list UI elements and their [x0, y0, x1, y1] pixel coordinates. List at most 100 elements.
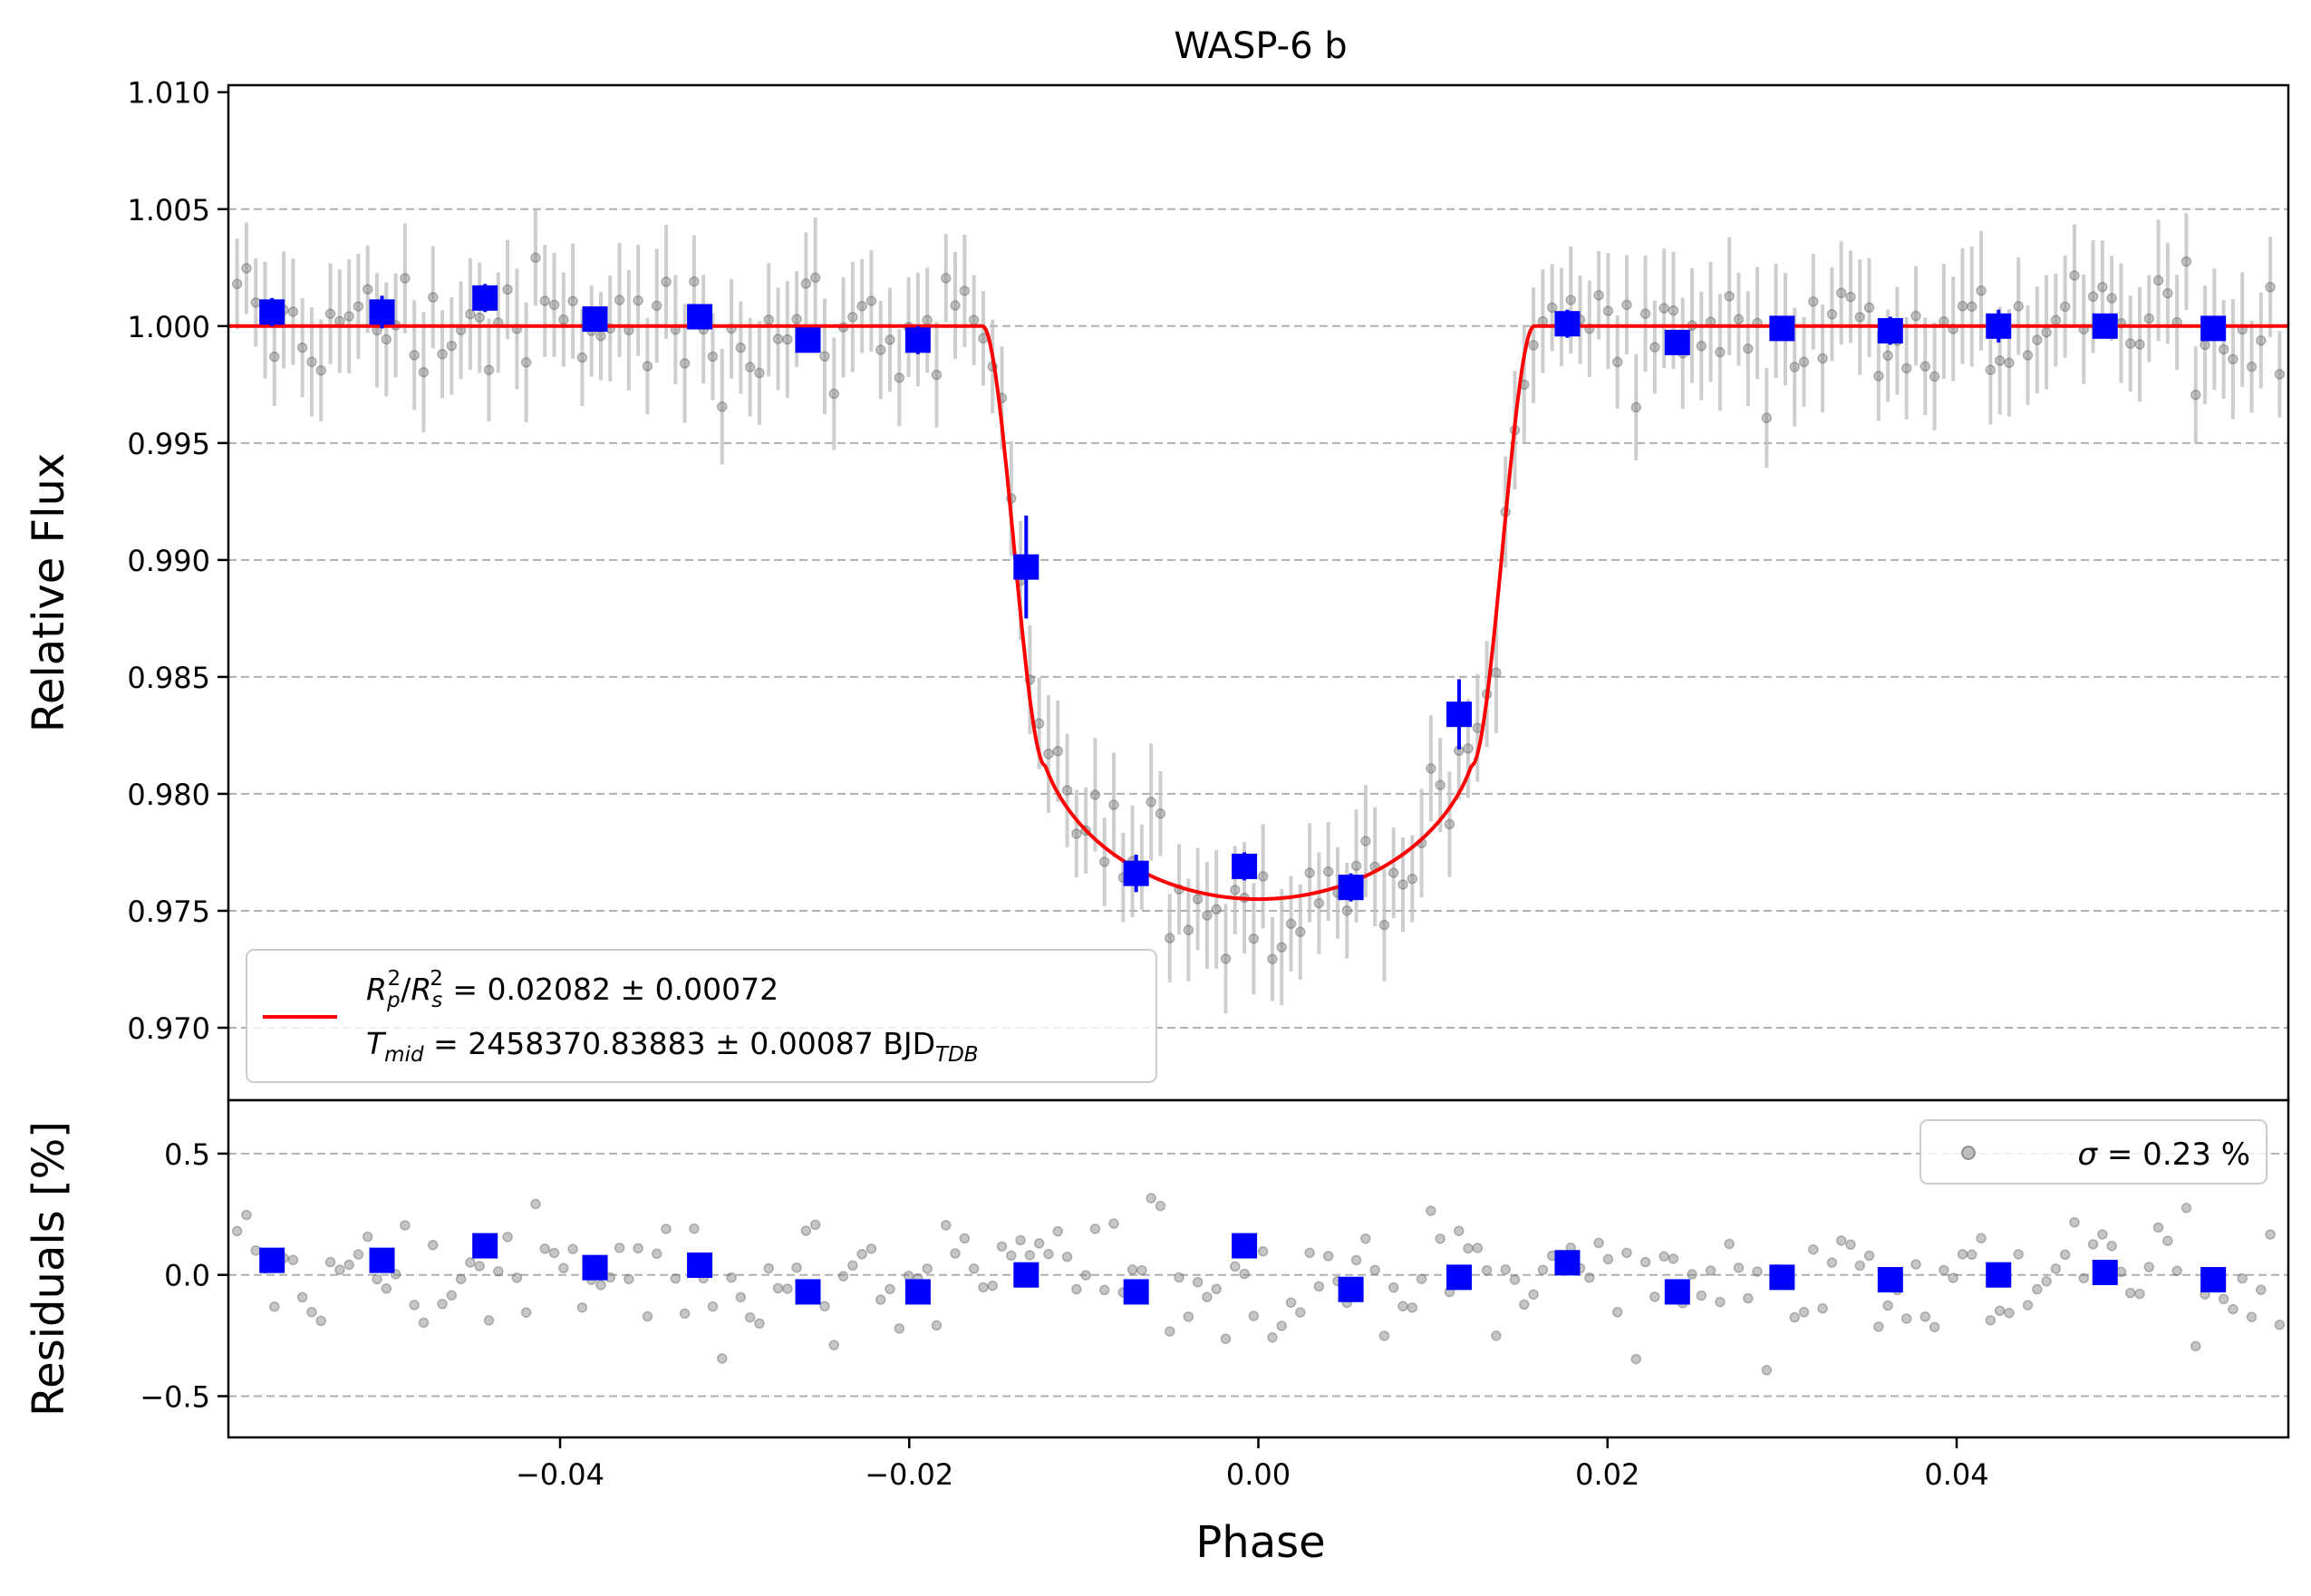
residual-point: [679, 1308, 691, 1320]
raw-point: [2274, 369, 2286, 380]
raw-point: [1071, 828, 1082, 839]
residual-point: [1043, 1248, 1054, 1260]
residual-point: [455, 1273, 467, 1285]
light-curve-y-tick-label: 0.985: [127, 661, 210, 695]
raw-point: [548, 299, 560, 311]
x-tick-label: −0.02: [865, 1457, 953, 1492]
residual-point: [1024, 1250, 1036, 1261]
residual-point: [1155, 1200, 1166, 1212]
residual-point: [1882, 1300, 1893, 1311]
raw-point: [567, 295, 578, 307]
residual-point: [362, 1231, 373, 1243]
residual-point: [1202, 1291, 1213, 1302]
raw-point: [1546, 302, 1558, 314]
residual-point: [2087, 1239, 2099, 1250]
residual-point: [1639, 1256, 1651, 1268]
residual-point: [1322, 1251, 1334, 1262]
sigma-value: = 0.23 %: [2097, 1137, 2250, 1173]
legend-rs-sub: s: [431, 989, 442, 1012]
x-axis-ticks: −0.04 −0.02 0.00 0.02 0.04: [516, 1437, 1989, 1492]
residual-point: [837, 1271, 849, 1282]
raw-point: [1668, 305, 1679, 316]
raw-point: [707, 351, 719, 363]
raw-point: [1630, 401, 1642, 413]
residual-point: [1752, 1266, 1763, 1277]
raw-point: [1043, 749, 1054, 759]
residual-point: [539, 1243, 550, 1254]
light-curve-plot-area: [228, 85, 2288, 1100]
raw-point: [1192, 894, 1204, 904]
raw-point: [782, 334, 793, 345]
raw-point: [1743, 343, 1754, 354]
residual-point: [1900, 1313, 1912, 1324]
residual-point: [520, 1307, 532, 1318]
residual-point: [968, 1263, 980, 1274]
binned-point: [1664, 329, 1690, 355]
residual-point: [2078, 1272, 2090, 1284]
residual-point: [2050, 1263, 2062, 1274]
residual-point: [2228, 1303, 2238, 1315]
residual-point: [1929, 1321, 1940, 1333]
raw-point: [809, 272, 821, 284]
residual-point: [493, 1266, 504, 1277]
residual-point: [2041, 1276, 2052, 1287]
residual-point: [437, 1299, 448, 1310]
raw-point: [1696, 341, 1707, 352]
raw-point: [1211, 904, 1222, 915]
light-curve-y-tick-label: 0.995: [127, 427, 210, 461]
raw-point: [231, 278, 243, 290]
residual-point: [2106, 1241, 2117, 1252]
residual-point: [1183, 1311, 1194, 1322]
residual-point: [1239, 1268, 1250, 1280]
x-tick-label: 0.00: [1226, 1457, 1291, 1492]
binned-point: [472, 285, 498, 311]
legend-rp-rs-value: = 0.02082 ± 0.00072: [443, 972, 778, 1007]
residual-point: [1967, 1249, 1977, 1261]
residual-point: [2218, 1293, 2229, 1305]
raw-point: [1621, 299, 1632, 311]
raw-point: [1976, 285, 1987, 296]
residual-point: [1817, 1302, 1828, 1314]
raw-point: [1639, 308, 1651, 319]
raw-point: [1985, 364, 1997, 375]
raw-point: [1360, 836, 1371, 846]
raw-point: [754, 367, 765, 379]
residuals-legend-box: [1919, 1119, 2267, 1185]
residual-point: [2162, 1235, 2173, 1246]
residual-point: [856, 1249, 867, 1260]
residual-point: [1285, 1297, 1297, 1308]
raw-point: [595, 330, 606, 342]
raw-point: [558, 314, 569, 325]
residual-point: [2069, 1217, 2080, 1228]
raw-point: [1435, 779, 1446, 790]
residual-point: [502, 1232, 513, 1243]
raw-point: [2228, 353, 2238, 365]
residual-point: [2265, 1229, 2276, 1240]
residual-point: [950, 1248, 961, 1259]
raw-point: [2246, 361, 2258, 372]
raw-point: [2013, 301, 2024, 312]
raw-point: [2059, 301, 2071, 313]
residual-point: [2013, 1249, 2024, 1260]
residual-point: [2004, 1307, 2015, 1319]
residual-point: [231, 1225, 243, 1237]
residual-point: [1136, 1264, 1147, 1276]
residual-point: [2143, 1262, 2155, 1272]
raw-point: [1108, 799, 1119, 810]
raw-point: [2050, 314, 2062, 326]
raw-point: [875, 344, 886, 355]
raw-point: [1220, 953, 1232, 964]
binned-residual-point: [904, 1279, 931, 1305]
raw-point: [847, 312, 858, 323]
raw-point: [1230, 885, 1241, 895]
residual-point: [1761, 1365, 1773, 1376]
residual-point: [875, 1294, 886, 1305]
residual-point: [287, 1254, 299, 1266]
residual-point: [353, 1249, 364, 1260]
residual-point: [1435, 1233, 1446, 1244]
raw-point: [2180, 256, 2192, 267]
raw-point: [437, 348, 448, 360]
raw-point: [1593, 290, 1604, 301]
residual-point: [2115, 1266, 2127, 1278]
light-curve-y-tick-label: 0.975: [127, 895, 210, 929]
